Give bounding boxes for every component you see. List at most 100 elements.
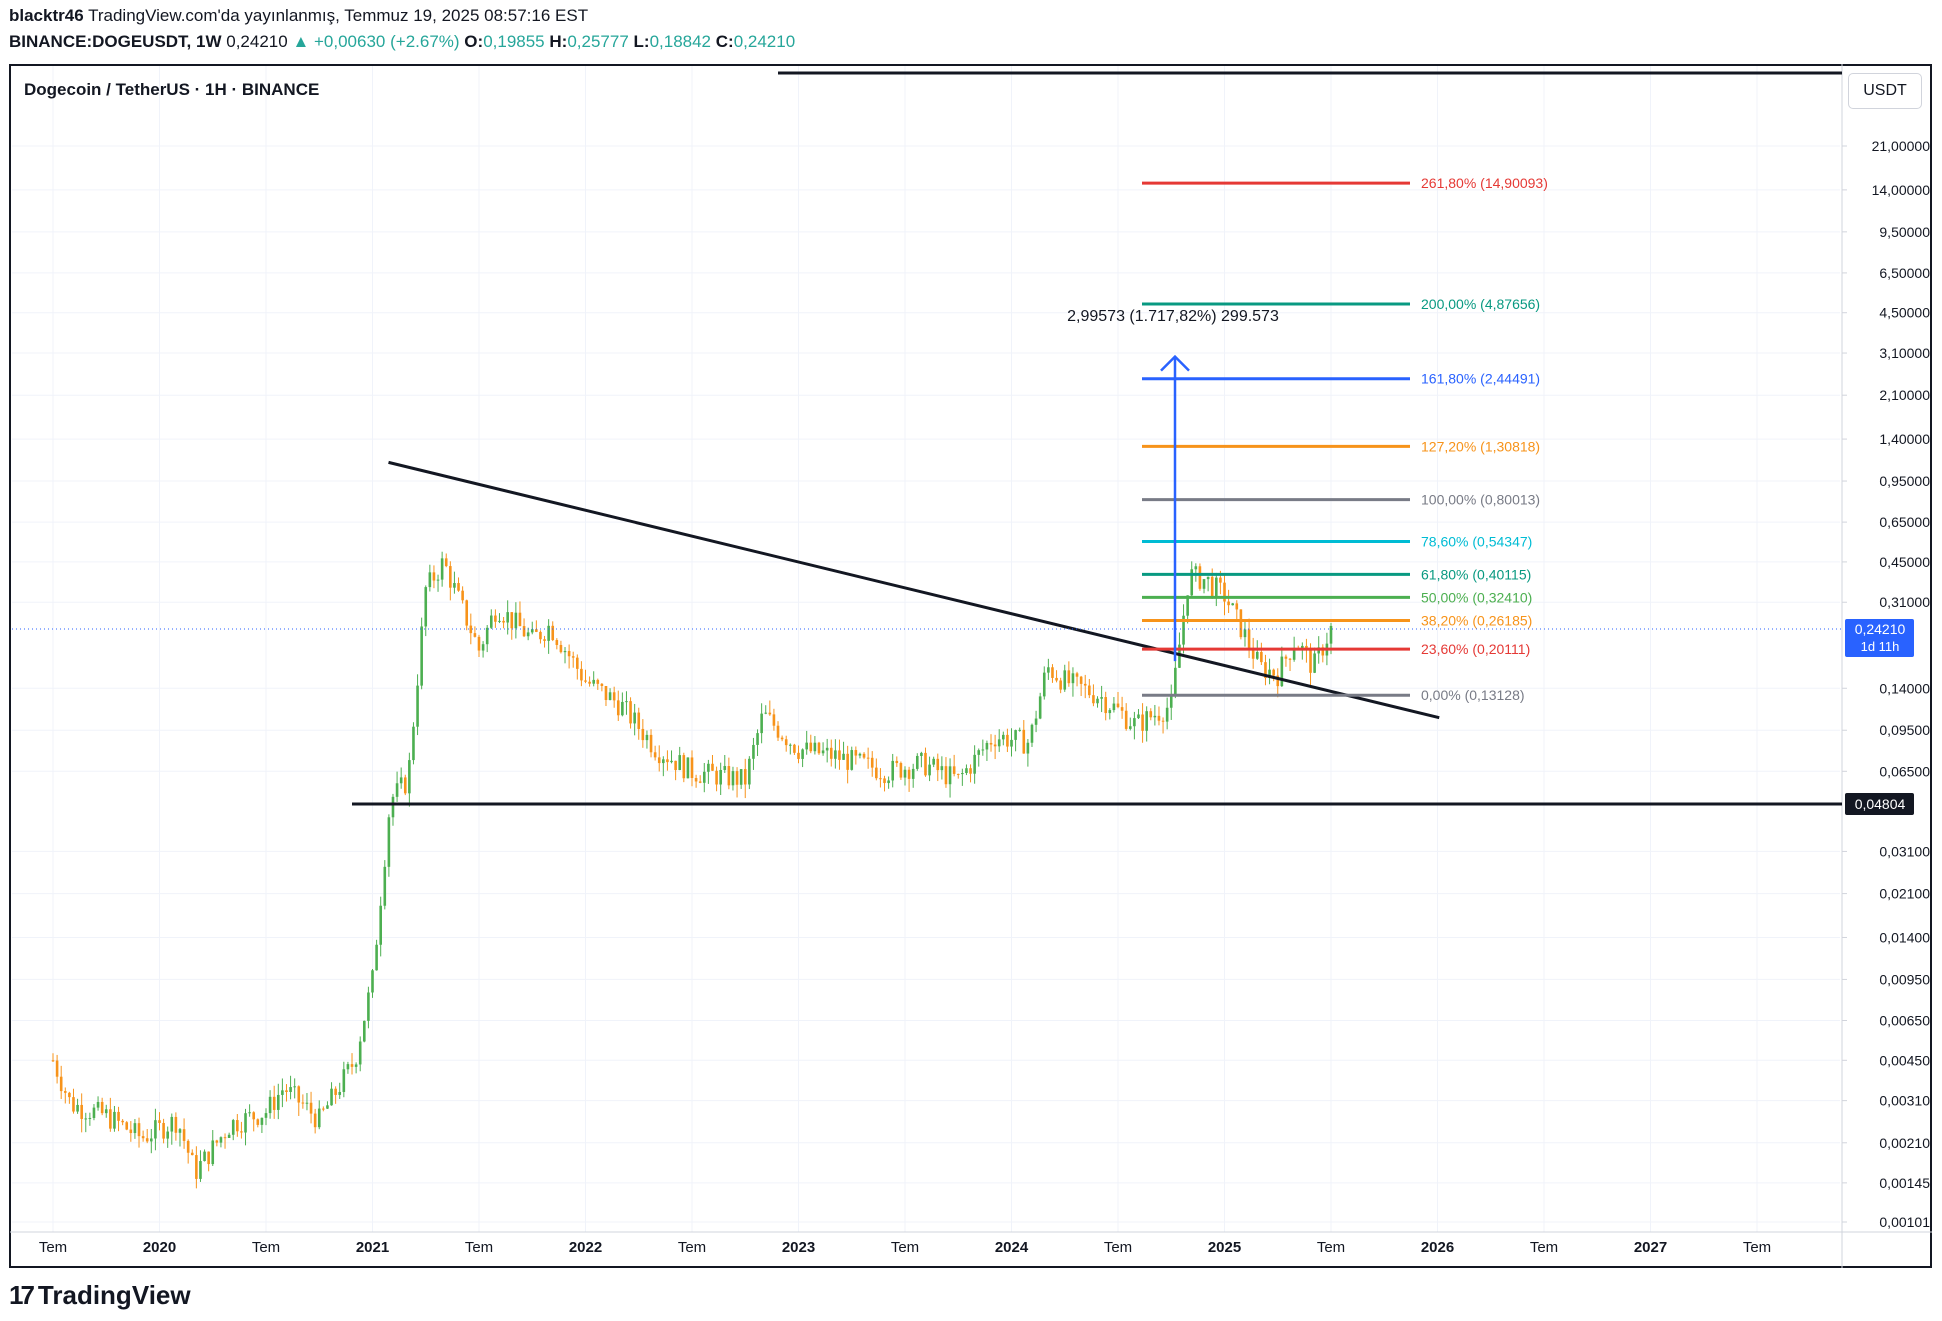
chart-title: Dogecoin / TetherUS · 1H · BINANCE	[24, 80, 320, 99]
candle-body	[88, 1117, 92, 1119]
candle-body	[1083, 683, 1087, 686]
candle-body	[1272, 669, 1275, 676]
candle-body	[346, 1064, 350, 1070]
y-tick-label: 3,10000	[1879, 345, 1930, 361]
candle-body	[825, 747, 829, 751]
fib-level-label: 50,00% (0,32410)	[1421, 589, 1532, 605]
fib-level-label: 0,00% (0,13128)	[1421, 687, 1525, 703]
x-tick-label: 2020	[143, 1239, 176, 1256]
candle-body	[834, 750, 837, 759]
candle-body	[1120, 707, 1124, 711]
candle-body	[121, 1120, 124, 1123]
tradingview-logo[interactable]: 17 TradingView	[9, 1280, 191, 1311]
candle-body	[96, 1101, 100, 1108]
candle-body	[1215, 577, 1218, 597]
author-name[interactable]: blacktr46	[9, 6, 84, 25]
candle-body	[395, 783, 399, 797]
candle-body	[264, 1113, 268, 1118]
candle-body	[317, 1108, 321, 1128]
candle-body	[113, 1111, 116, 1129]
candle-body	[375, 944, 378, 971]
currency-button[interactable]: USDT	[1848, 73, 1922, 109]
candle-body	[764, 712, 768, 714]
candle-body	[711, 763, 714, 771]
ohlc-legend: BINANCE:DOGEUSDT, 1W 0,24210 ▲ +0,00630 …	[9, 32, 795, 52]
y-tick-label: 0,00101	[1879, 1214, 1930, 1230]
candle-body	[1030, 724, 1034, 743]
candle-body	[768, 712, 772, 715]
candle-body	[1079, 676, 1083, 684]
candle-body	[1235, 603, 1239, 610]
candle-body	[506, 612, 509, 623]
candle-body	[915, 755, 919, 769]
y-tick-label: 0,00950	[1879, 971, 1930, 987]
candle-body	[682, 755, 686, 779]
candle-body	[1186, 595, 1189, 616]
candle-body	[322, 1108, 325, 1110]
candle-body	[174, 1116, 178, 1133]
candle-body	[330, 1088, 333, 1106]
symbol-label: BINANCE:DOGEUSDT, 1W	[9, 32, 222, 51]
x-tick-label: 2021	[356, 1239, 389, 1256]
candle-body	[469, 625, 473, 634]
candle-body	[1042, 672, 1046, 697]
candle-body	[686, 757, 690, 779]
candle-body	[1268, 669, 1271, 679]
candle-body	[154, 1120, 157, 1139]
candle-body	[55, 1060, 59, 1077]
candle-body	[313, 1113, 317, 1128]
candle-body	[1255, 651, 1259, 659]
y-tick-label: 0,95000	[1879, 473, 1930, 489]
x-tick-label: 2025	[1208, 1239, 1241, 1256]
candle-body	[1145, 711, 1148, 731]
candle-body	[211, 1140, 215, 1165]
candle-body	[1010, 739, 1013, 747]
candle-body	[690, 757, 694, 779]
candle-body	[760, 713, 763, 734]
close-value: 0,24210	[733, 32, 796, 51]
candle-body	[453, 583, 456, 588]
candle-body	[367, 992, 370, 1021]
candle-body	[1112, 703, 1116, 711]
chart-frame[interactable]	[9, 64, 1932, 1268]
candle-body	[162, 1122, 165, 1139]
candle-body	[80, 1104, 83, 1119]
measure-label: 2,99573 (1.717,82%) 299.573	[1067, 308, 1279, 325]
candle-body	[76, 1104, 79, 1112]
y-tick-label: 14,00000	[1872, 182, 1931, 198]
candle-body	[309, 1102, 313, 1114]
candle-body	[993, 744, 997, 747]
candle-body	[1169, 695, 1173, 708]
candle-body	[219, 1137, 223, 1143]
candle-body	[805, 742, 808, 750]
candle-body	[596, 679, 600, 684]
candle-body	[129, 1129, 133, 1134]
candle-body	[518, 612, 522, 627]
candle-body	[84, 1118, 88, 1120]
x-tick-label: Tem	[465, 1239, 493, 1256]
candle-body	[1092, 695, 1095, 704]
candle-body	[1063, 670, 1067, 690]
candle-body	[272, 1096, 276, 1110]
publish-info: blacktr46 TradingView.com'da yayınlanmış…	[9, 6, 588, 26]
candle-body	[866, 757, 870, 759]
candle-body	[125, 1122, 129, 1130]
candle-body	[420, 626, 423, 686]
candle-body	[789, 744, 792, 746]
candle-body	[244, 1113, 247, 1133]
candle-body	[150, 1138, 153, 1142]
candle-body	[1067, 670, 1071, 684]
candle-body	[784, 739, 788, 746]
candle-body	[100, 1101, 104, 1114]
candle-body	[285, 1090, 288, 1092]
low-label: L:	[633, 32, 650, 51]
x-tick-label: Tem	[1743, 1239, 1771, 1256]
candle-body	[1034, 718, 1038, 725]
candle-body	[973, 754, 976, 774]
candle-body	[1141, 714, 1144, 731]
candle-body	[436, 579, 440, 581]
x-tick-label: Tem	[678, 1239, 706, 1256]
candle-body	[334, 1088, 337, 1095]
candle-body	[137, 1123, 141, 1137]
